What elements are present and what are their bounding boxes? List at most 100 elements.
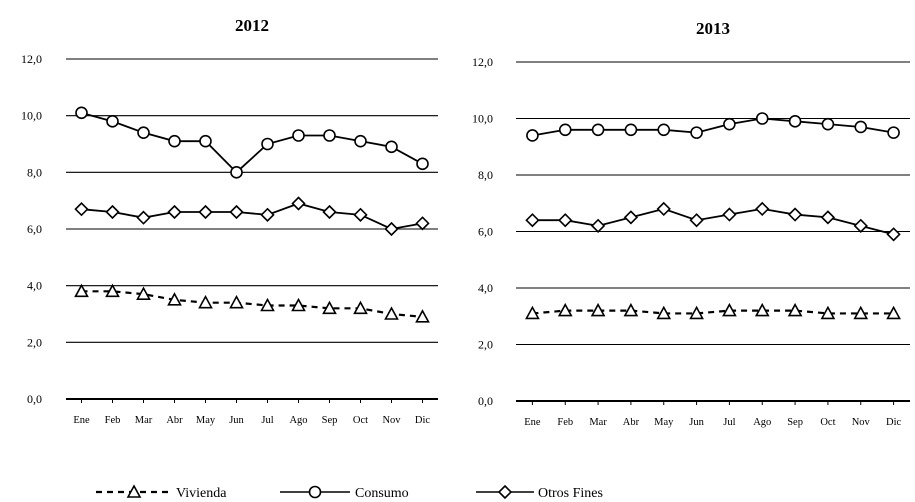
- x-tick-label: Jul: [261, 415, 273, 426]
- data-point-otros-fines: [886, 227, 901, 242]
- data-point-consumo: [526, 129, 539, 142]
- x-tick-label: Nov: [852, 417, 871, 428]
- data-point-consumo: [788, 115, 802, 128]
- data-point-otros-fines: [853, 218, 868, 233]
- chart-title: 2012: [235, 16, 269, 35]
- data-point-otros-fines: [590, 218, 606, 233]
- x-tick-label: Ene: [73, 415, 90, 426]
- x-tick-label: Mar: [589, 417, 607, 428]
- y-tick-label: 10,0: [21, 109, 42, 123]
- series-line-consumo: [532, 117, 894, 137]
- data-point-otros-fines: [105, 204, 120, 220]
- data-point-vivienda: [136, 286, 151, 300]
- data-point-consumo: [292, 129, 305, 142]
- x-tick-label: Oct: [820, 417, 835, 428]
- data-point-otros-fines: [353, 207, 368, 222]
- chart-2013: 2013 0,0 2,0 4,0 6,0 8,0 10,0 12,0 Ene Feb Mar Abr M…: [472, 19, 910, 428]
- y-tick-label: 0,0: [27, 392, 42, 406]
- data-point-vivienda: [415, 309, 430, 323]
- x-tick-label: May: [196, 415, 216, 426]
- legend-item-vivienda: Vivienda: [96, 484, 227, 501]
- data-point-otros-fines: [525, 213, 540, 228]
- x-tick-label: Sep: [322, 415, 338, 426]
- x-tick-label: May: [654, 417, 674, 428]
- series-line-otros-fines: [81, 202, 423, 230]
- y-tick-label: 4,0: [478, 281, 493, 295]
- x-tick-label: Ene: [524, 417, 541, 428]
- data-point-vivienda: [353, 300, 368, 315]
- data-point-consumo: [854, 120, 868, 134]
- y-tick-label: 12,0: [21, 52, 42, 66]
- x-tick-label: Mar: [135, 415, 153, 426]
- data-point-consumo: [75, 106, 88, 120]
- data-point-otros-fines: [229, 204, 244, 220]
- data-point-vivienda: [820, 305, 836, 320]
- data-point-vivienda: [722, 302, 737, 317]
- data-point-otros-fines: [820, 210, 836, 225]
- x-tick-label: Jun: [229, 415, 244, 426]
- data-point-otros-fines: [722, 207, 737, 222]
- data-point-vivienda: [260, 297, 275, 312]
- data-point-vivienda: [384, 306, 399, 320]
- series-line-consumo: [81, 111, 423, 174]
- chart-title: 2013: [696, 19, 730, 38]
- data-point-vivienda: [886, 305, 901, 320]
- data-point-vivienda: [853, 305, 869, 320]
- data-point-otros-fines: [558, 213, 573, 228]
- legend-diamond-marker: [497, 484, 513, 500]
- data-point-consumo: [354, 134, 367, 148]
- data-point-otros-fines: [74, 202, 89, 217]
- y-tick-label: 4,0: [27, 279, 42, 293]
- data-point-consumo: [168, 134, 181, 148]
- data-point-otros-fines: [136, 210, 151, 225]
- data-point-vivienda: [74, 283, 89, 298]
- legend-item-otros-fines: Otros Fines: [476, 484, 603, 501]
- data-point-consumo: [385, 140, 398, 154]
- data-point-vivienda: [656, 305, 672, 320]
- data-point-consumo: [624, 123, 638, 137]
- data-point-vivienda: [689, 305, 704, 320]
- x-tick-label: Oct: [353, 415, 368, 426]
- x-tick-label: Feb: [557, 417, 573, 428]
- data-point-otros-fines: [623, 210, 639, 225]
- data-point-vivienda: [787, 302, 803, 317]
- x-tick-label: Dic: [415, 415, 431, 426]
- data-point-otros-fines: [322, 204, 337, 220]
- x-tick-label: Abr: [166, 415, 183, 426]
- x-tick-label: Ago: [753, 417, 771, 428]
- series-line-otros-fines: [532, 207, 894, 236]
- x-tick-label: Jun: [689, 417, 704, 428]
- data-point-otros-fines: [415, 216, 430, 231]
- data-point-consumo: [755, 112, 769, 125]
- legend: Vivienda Consumo Otros Fines: [96, 484, 603, 501]
- series-line-vivienda: [532, 309, 894, 315]
- data-point-vivienda: [557, 302, 573, 317]
- data-point-consumo: [230, 166, 243, 179]
- data-point-consumo: [821, 117, 835, 131]
- data-point-consumo: [887, 126, 900, 139]
- data-point-consumo: [657, 123, 671, 137]
- data-point-vivienda: [525, 305, 540, 320]
- legend-label-otros-fines: Otros Fines: [538, 486, 603, 501]
- data-point-otros-fines: [291, 196, 306, 211]
- data-point-vivienda: [291, 297, 306, 312]
- data-point-otros-fines: [656, 201, 671, 217]
- y-tick-label: 6,0: [27, 222, 42, 236]
- y-tick-label: 6,0: [478, 225, 493, 239]
- data-point-consumo: [106, 115, 119, 128]
- data-point-otros-fines: [167, 204, 182, 220]
- y-tick-label: 0,0: [478, 394, 493, 408]
- data-point-vivienda: [590, 302, 606, 317]
- x-tick-label: Feb: [105, 415, 121, 426]
- legend-label-vivienda: Vivienda: [176, 486, 227, 501]
- data-point-consumo: [199, 134, 212, 148]
- data-point-consumo: [591, 123, 605, 137]
- y-tick-label: 8,0: [27, 165, 42, 179]
- data-point-consumo: [261, 137, 274, 151]
- y-tick-label: 12,0: [472, 55, 493, 69]
- x-tick-label: Jul: [723, 417, 735, 428]
- x-tick-label: Sep: [787, 417, 803, 428]
- chart-2012: 2012 0,0 2,0 4,0 6,0 8,0 10,0 12,0 Ene Feb Mar Abr M…: [21, 16, 438, 426]
- data-point-vivienda: [167, 292, 182, 306]
